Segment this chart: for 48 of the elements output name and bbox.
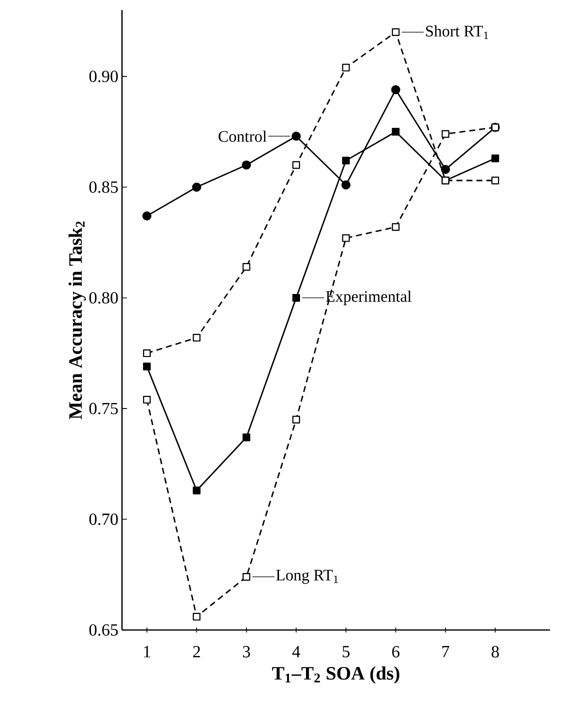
point — [292, 416, 300, 424]
x-tick-label: 4 — [292, 646, 300, 658]
y-tick-label: 0.70 — [89, 514, 118, 526]
point — [142, 211, 152, 220]
point — [391, 85, 400, 94]
point — [491, 176, 500, 184]
x-tick-label: 3 — [242, 646, 250, 658]
y-tick-label: 0.90 — [89, 70, 118, 82]
point — [192, 612, 200, 621]
point — [392, 223, 400, 231]
x-tick-label: 2 — [193, 646, 200, 658]
x-tick-label: 8 — [492, 646, 499, 658]
point — [192, 334, 200, 342]
point — [392, 128, 400, 136]
point — [292, 161, 300, 169]
annotation: Experimental — [326, 290, 412, 306]
point — [143, 349, 151, 358]
point — [442, 130, 450, 138]
point — [341, 180, 350, 190]
x-tick-label: 5 — [342, 646, 350, 658]
x-tick-label: 6 — [392, 646, 400, 658]
point — [242, 434, 250, 442]
point — [342, 64, 350, 72]
y-tick-label: 0.85 — [89, 181, 118, 193]
point — [242, 573, 250, 581]
point — [242, 160, 251, 170]
annotation: Long RT$_{1}$ — [276, 570, 338, 584]
y-tick-label: 0.75 — [89, 402, 118, 414]
point — [192, 182, 202, 192]
annotation: Short RT$_{1}$ — [426, 25, 488, 39]
point — [292, 294, 300, 302]
point — [491, 154, 500, 162]
point — [143, 396, 151, 404]
point — [392, 28, 400, 36]
point — [192, 486, 200, 494]
point — [292, 132, 301, 141]
point — [242, 263, 250, 271]
point — [342, 234, 350, 242]
x-tick-label: 1 — [144, 646, 150, 658]
y-tick-label: 0.65 — [89, 624, 118, 636]
x-axis-title: T$_{1}$–T$_{2}$ SOA (ds) — [272, 666, 400, 684]
point — [143, 362, 151, 370]
x-tick-label: 7 — [442, 646, 450, 658]
point — [440, 164, 450, 174]
annotation: Control — [218, 130, 267, 142]
y-tick-label: 0.80 — [89, 292, 118, 304]
y-axis-title: Mean Accuracy in Task$_{2}$ — [68, 222, 86, 420]
point — [342, 156, 350, 164]
